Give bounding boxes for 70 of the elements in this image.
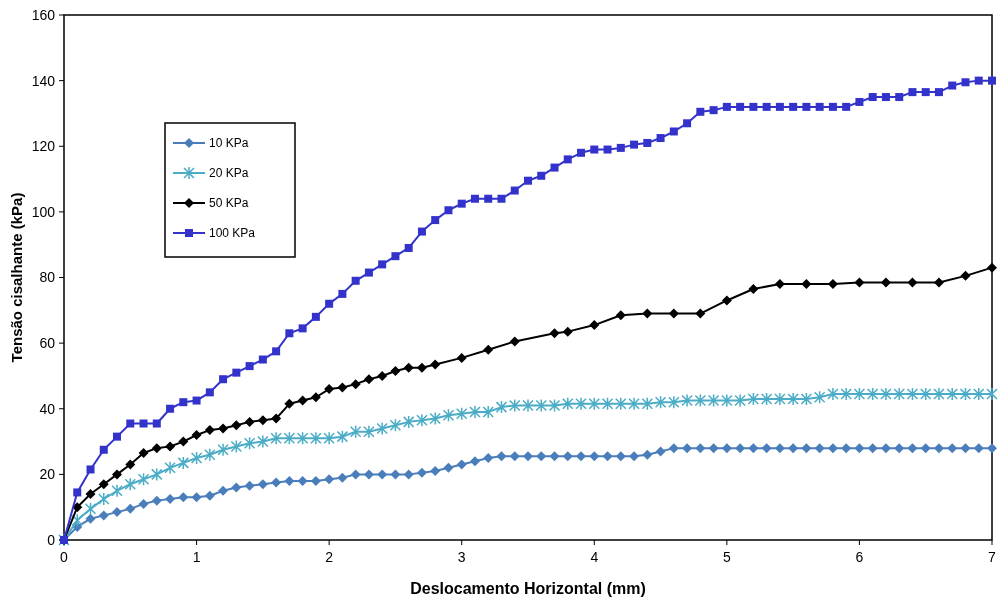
point <box>231 420 242 431</box>
y-tick-label: 120 <box>31 138 56 155</box>
y-tick-label: 80 <box>39 269 56 286</box>
point <box>244 416 255 427</box>
point <box>112 469 123 480</box>
point <box>257 415 268 426</box>
x-tick-label: 1 <box>192 549 201 565</box>
point <box>987 262 997 273</box>
point <box>933 277 944 288</box>
legend-label: 10 KPa <box>209 136 249 151</box>
point <box>151 443 162 454</box>
point <box>363 374 374 385</box>
point <box>483 344 494 355</box>
point <box>191 430 202 440</box>
y-tick-label: 0 <box>47 531 56 548</box>
point <box>416 362 427 373</box>
point <box>310 392 321 403</box>
x-tick-label: 6 <box>855 549 864 565</box>
point <box>801 279 812 290</box>
x-tick-label: 7 <box>988 549 997 565</box>
point <box>562 326 573 337</box>
point <box>854 277 865 288</box>
point <box>615 310 626 321</box>
point <box>509 336 520 347</box>
point <box>721 295 732 306</box>
point <box>218 423 229 434</box>
y-axis-title: Tensão cisalhante (kPa) <box>8 192 25 363</box>
legend-label: 50 KPa <box>209 196 249 211</box>
point <box>430 359 441 370</box>
point <box>138 448 149 459</box>
point <box>85 489 96 500</box>
x-tick-label: 3 <box>457 549 466 565</box>
x-tick-label: 2 <box>325 549 334 565</box>
point <box>668 308 679 319</box>
point <box>403 362 414 373</box>
point <box>297 395 308 406</box>
point <box>377 370 388 381</box>
point <box>589 320 600 331</box>
point <box>390 366 401 377</box>
point <box>324 384 335 395</box>
y-tick-label: 140 <box>31 72 56 89</box>
y-tick-label: 60 <box>39 335 56 352</box>
point <box>748 283 759 294</box>
point <box>456 352 467 363</box>
point <box>125 459 136 470</box>
point <box>549 328 560 339</box>
x-tick-label: 4 <box>590 549 599 565</box>
y-tick-label: 20 <box>39 466 56 483</box>
y-tick-label: 40 <box>39 400 56 417</box>
legend-label: 20 KPa <box>209 166 249 181</box>
point <box>178 436 189 447</box>
point <box>774 279 785 290</box>
point <box>350 379 361 390</box>
y-tick-label: 100 <box>31 203 56 220</box>
point <box>960 270 971 281</box>
x-axis-title: Deslocamento Horizontal (mm) <box>410 580 646 597</box>
point <box>165 441 176 452</box>
point <box>337 382 348 393</box>
point <box>204 425 215 436</box>
point <box>695 308 706 319</box>
point <box>271 413 282 424</box>
x-tick-label: 5 <box>722 549 731 565</box>
point <box>98 479 109 490</box>
point <box>907 277 918 288</box>
point <box>880 277 891 288</box>
x-tick-label: 0 <box>60 549 69 565</box>
point <box>642 308 653 319</box>
y-tick-label: 160 <box>31 6 56 23</box>
legend-label: 100 KPa <box>209 226 256 241</box>
point <box>284 398 295 409</box>
